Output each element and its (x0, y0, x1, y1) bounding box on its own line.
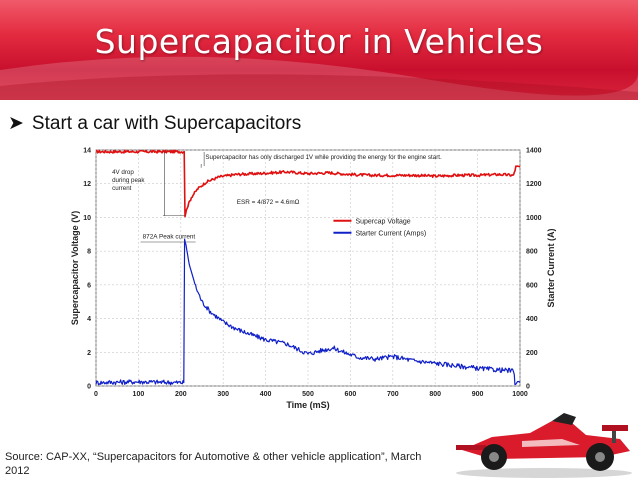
x-tick-label: 300 (217, 391, 229, 398)
y2-tick-label: 200 (526, 350, 538, 357)
slide-title: Supercapacitor in Vehicles (94, 22, 544, 61)
y-tick-label: 0 (87, 384, 91, 391)
x-tick-label: 400 (260, 391, 272, 398)
y2-tick-label: 1200 (526, 181, 542, 188)
y2-tick-label: 1400 (526, 148, 542, 155)
y2-tick-label: 600 (526, 282, 538, 289)
series-line-supercap-voltage (95, 149, 521, 218)
legend-entry: Supercap Voltage (355, 218, 410, 225)
y-tick-label: 14 (83, 148, 91, 155)
y-tick-label: 12 (83, 181, 91, 188)
y2-axis-label: Starter Current (A) (546, 228, 556, 307)
series-line-starter-current (95, 238, 521, 386)
source-citation: Source: CAP-XX, “Supercapacitors for Aut… (5, 451, 422, 477)
annotation-discharge-note: Supercapacitor has only discharged 1V wh… (205, 154, 442, 161)
y2-tick-label: 400 (526, 316, 538, 323)
x-axis-label: Time (mS) (286, 400, 329, 410)
y-tick-label: 6 (87, 282, 91, 289)
bullet-item: ➤ Start a car with Supercapacitors (8, 112, 301, 135)
x-tick-label: 700 (387, 391, 399, 398)
x-tick-label: 1000 (512, 391, 528, 398)
annotation-4v-drop: during peak (112, 177, 145, 184)
bullet-text: Start a car with Supercapacitors (31, 113, 302, 134)
y2-tick-label: 800 (526, 249, 538, 256)
y-tick-label: 10 (83, 215, 91, 222)
x-tick-label: 600 (345, 391, 357, 398)
x-tick-label: 500 (302, 391, 314, 398)
annotation-peak-current: 872A Peak current (143, 234, 196, 241)
x-tick-label: 100 (133, 391, 145, 398)
title-band-swoosh (0, 56, 638, 100)
y-tick-label: 4 (87, 316, 91, 323)
legend-entry: Starter Current (Amps) (355, 230, 426, 237)
chart: 0 100 200 300 400 500 600 700 800 900 100002468101… (70, 148, 556, 411)
y-tick-label: 2 (87, 350, 91, 357)
x-tick-label: 900 (472, 391, 484, 398)
y-tick-label: 8 (87, 249, 91, 256)
x-tick-label: 800 (429, 391, 441, 398)
arrow-bullet-icon: ➤ (8, 113, 24, 134)
x-tick-label: 0 (94, 391, 98, 398)
x-tick-label: 200 (175, 391, 187, 398)
annotation-4v-drop: current (112, 185, 132, 192)
y2-tick-label: 1000 (526, 215, 542, 222)
y-axis-label: Supercapacitor Voltage (V) (70, 211, 80, 325)
y2-tick-label: 0 (526, 384, 530, 391)
annotation-esr: ESR = 4/872 = 4.6mΩ (237, 199, 300, 206)
race-car-icon (456, 413, 632, 478)
title-band (0, 0, 638, 100)
annotation-4v-drop: 4V drop (112, 169, 134, 176)
